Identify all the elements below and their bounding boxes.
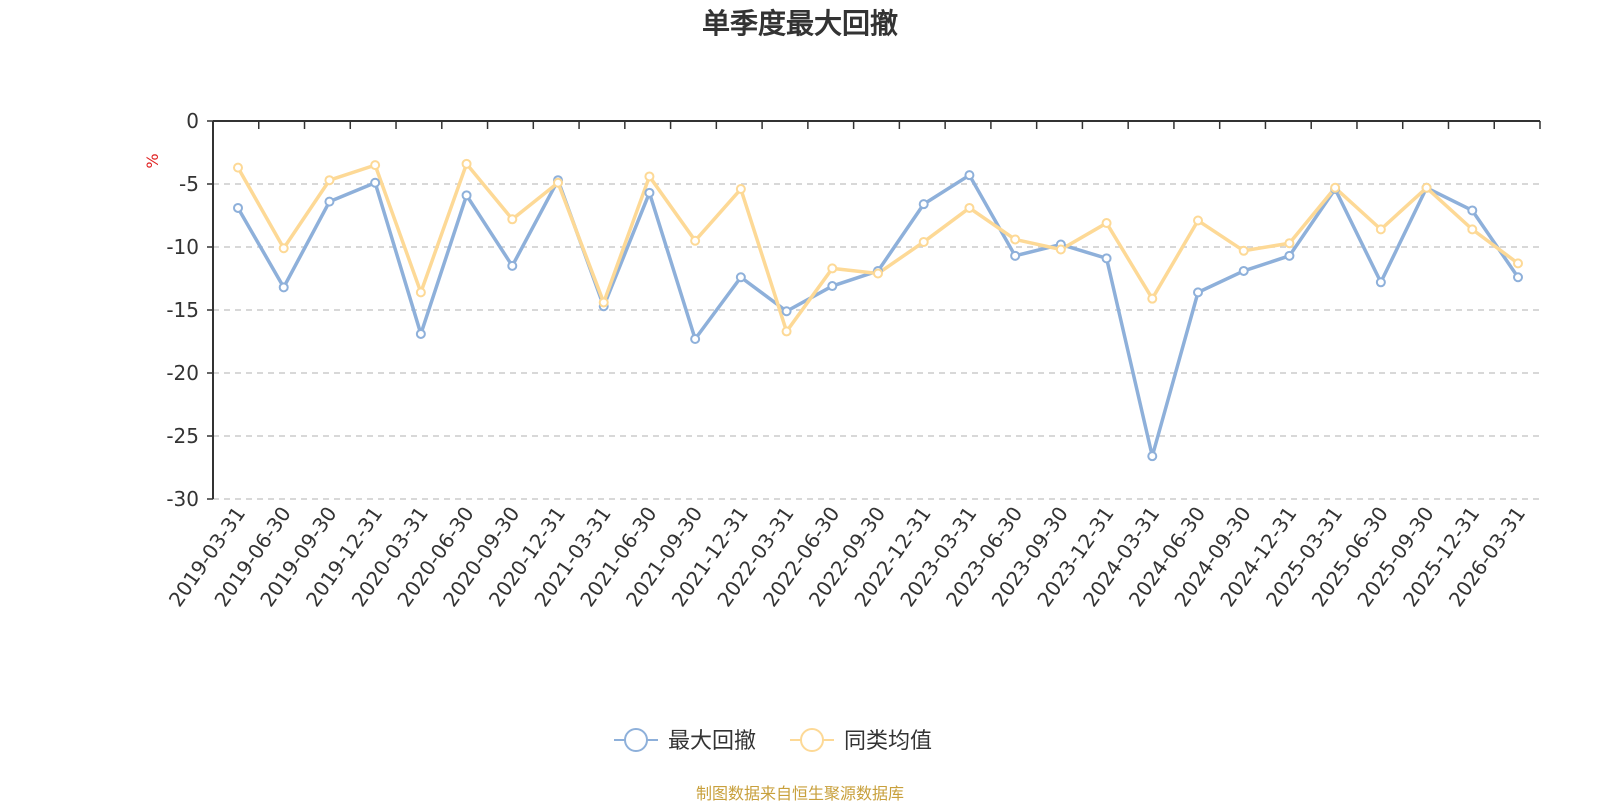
data-point bbox=[1101, 218, 1112, 229]
legend-label: 同类均值 bbox=[844, 729, 932, 754]
data-point bbox=[918, 199, 929, 210]
data-point bbox=[827, 263, 838, 274]
legend-marker bbox=[800, 728, 824, 752]
legend-item-2[interactable]: 同类均值 bbox=[790, 728, 932, 754]
data-point bbox=[324, 196, 335, 207]
data-point bbox=[278, 282, 289, 293]
data-point bbox=[964, 170, 975, 181]
y-tick-label: -30 bbox=[166, 487, 199, 511]
y-tick-label: 0 bbox=[186, 109, 199, 133]
data-point bbox=[461, 190, 472, 201]
data-point bbox=[1147, 451, 1158, 462]
data-point bbox=[1513, 272, 1523, 283]
data-point bbox=[1010, 250, 1021, 261]
data-point bbox=[233, 202, 243, 213]
data-point bbox=[1238, 245, 1249, 256]
data-point bbox=[1330, 182, 1341, 193]
legend-label: 最大回撤 bbox=[668, 729, 756, 754]
data-point bbox=[644, 187, 655, 198]
data-point bbox=[507, 214, 518, 225]
data-point bbox=[1193, 287, 1203, 298]
legend-item-1[interactable]: 最大回撤 bbox=[614, 728, 756, 754]
y-tick-label: -15 bbox=[166, 298, 199, 322]
series-group bbox=[233, 158, 1523, 462]
data-point bbox=[370, 160, 381, 171]
data-point bbox=[781, 326, 792, 337]
data-point bbox=[415, 287, 426, 298]
data-point bbox=[1421, 182, 1432, 193]
legend[interactable]: 最大回撤 同类均值 bbox=[614, 728, 932, 754]
data-point bbox=[1238, 265, 1249, 276]
data-point bbox=[827, 281, 838, 292]
data-point bbox=[644, 171, 655, 182]
data-point bbox=[918, 236, 929, 247]
data-point bbox=[1284, 250, 1295, 261]
data-point bbox=[1101, 253, 1112, 264]
data-point bbox=[598, 297, 609, 308]
data-point bbox=[278, 243, 289, 254]
y-tick-label: -25 bbox=[166, 424, 199, 448]
data-point bbox=[1010, 234, 1021, 245]
data-point bbox=[873, 268, 883, 279]
y-tick-label: -5 bbox=[179, 172, 199, 196]
data-point bbox=[690, 235, 701, 246]
grid-lines bbox=[213, 183, 1540, 500]
y-tick-label: -10 bbox=[166, 235, 199, 259]
chart-title: 单季度最大回撤 bbox=[701, 7, 898, 40]
data-point bbox=[553, 177, 563, 188]
data-point bbox=[461, 158, 472, 169]
data-point bbox=[1375, 277, 1386, 288]
data-point bbox=[1375, 224, 1386, 235]
legend-marker bbox=[624, 728, 648, 752]
source-note: 制图数据来自恒生聚源数据库 bbox=[695, 784, 904, 803]
data-point bbox=[370, 177, 381, 188]
data-point bbox=[781, 306, 792, 317]
data-point bbox=[415, 328, 426, 339]
data-point bbox=[735, 184, 746, 195]
data-point bbox=[233, 162, 243, 173]
y-tick-label: -20 bbox=[166, 361, 199, 385]
y-axis-label: % bbox=[143, 153, 162, 168]
series-line-1 bbox=[236, 173, 1520, 458]
data-point bbox=[1284, 238, 1295, 249]
data-point bbox=[1467, 224, 1478, 235]
data-point bbox=[1193, 215, 1203, 226]
data-point bbox=[1147, 293, 1158, 304]
data-point bbox=[324, 175, 335, 186]
data-point bbox=[507, 260, 518, 271]
data-point bbox=[1055, 244, 1066, 255]
data-point bbox=[690, 333, 701, 344]
data-point bbox=[735, 272, 746, 283]
data-point bbox=[964, 202, 975, 213]
data-point bbox=[1513, 258, 1523, 269]
line-chart: 0-5-10-15-20-25-30%2019-03-312019-06-302… bbox=[143, 109, 1541, 754]
data-point bbox=[1467, 205, 1478, 216]
